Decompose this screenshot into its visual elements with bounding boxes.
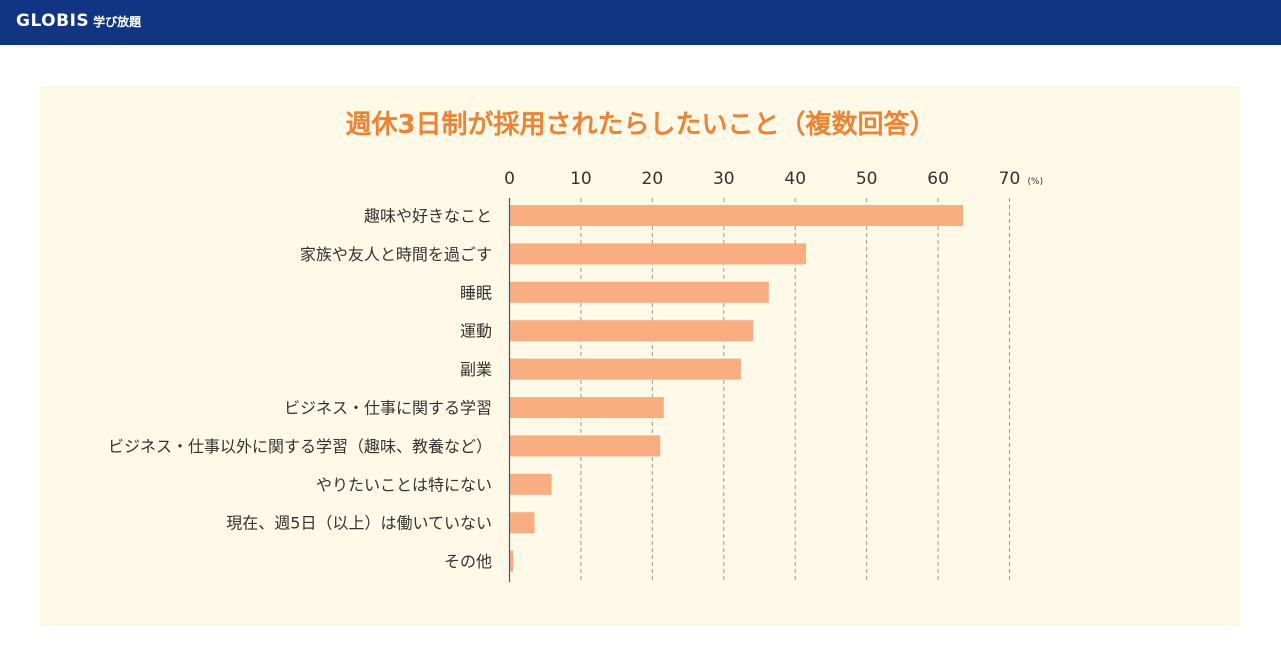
top-bar: GLOBIS 学び放題 bbox=[0, 0, 1281, 45]
brand-logo[interactable]: GLOBIS 学び放題 bbox=[16, 11, 141, 31]
bar bbox=[509, 435, 661, 457]
x-tick-label: 40 bbox=[784, 169, 806, 189]
chart-title: 週休3日制が採用されたらしたいこと（複数回答） bbox=[345, 110, 936, 140]
x-tick-label: 0 bbox=[504, 169, 515, 189]
category-label: やりたいことは特にない bbox=[316, 475, 492, 494]
x-tick-label: 70 bbox=[999, 169, 1021, 189]
bar bbox=[509, 320, 754, 342]
x-tick-label: 10 bbox=[570, 169, 592, 189]
category-label: 現在、週5日（以上）は働いていない bbox=[226, 514, 492, 533]
x-tick-label: 30 bbox=[713, 169, 735, 189]
x-tick-label: 20 bbox=[642, 169, 664, 189]
category-label: 家族や友人と時間を過ごす bbox=[300, 245, 492, 264]
bar bbox=[509, 205, 964, 226]
x-tick-label: 50 bbox=[856, 169, 878, 189]
bar bbox=[509, 473, 552, 495]
category-label: 運動 bbox=[460, 322, 492, 341]
bar bbox=[509, 512, 535, 534]
brand-subtitle: 学び放題 bbox=[93, 15, 142, 29]
bar bbox=[509, 281, 769, 303]
category-label: 副業 bbox=[460, 360, 492, 379]
chart-panel bbox=[40, 86, 1240, 626]
brand-name: GLOBIS bbox=[16, 11, 90, 31]
bar bbox=[509, 397, 664, 418]
category-label: ビジネス・仕事に関する学習 bbox=[284, 399, 492, 418]
category-label: 趣味や好きなこと bbox=[364, 207, 492, 226]
bar bbox=[509, 243, 806, 265]
bar bbox=[509, 550, 514, 572]
unit-label: (%) bbox=[1028, 177, 1044, 187]
bar bbox=[509, 358, 741, 380]
category-label: その他 bbox=[444, 552, 492, 571]
category-label: ビジネス・仕事以外に関する学習（趣味、教養など） bbox=[108, 437, 492, 456]
x-tick-label: 60 bbox=[927, 169, 949, 189]
category-label: 睡眠 bbox=[460, 283, 492, 302]
